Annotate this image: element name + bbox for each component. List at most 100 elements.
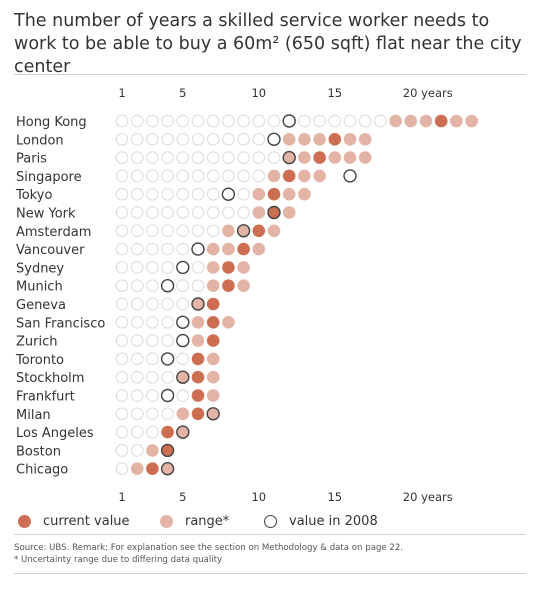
empty-dot (176, 132, 190, 146)
empty-dot (191, 187, 205, 201)
range-dot (176, 370, 190, 384)
empty-dot (222, 206, 235, 219)
legend-2008-swatch (264, 515, 277, 528)
empty-dot (130, 389, 144, 402)
empty-dot (298, 114, 311, 128)
city-label: Sydney (16, 261, 64, 276)
current-value-dot (313, 151, 326, 164)
city-label: Toronto (15, 353, 64, 368)
value-2008-ring (176, 260, 190, 275)
range-dot (267, 169, 281, 183)
range-dot (206, 261, 220, 274)
current-value-dot (237, 242, 250, 256)
current-value-dot (161, 444, 174, 457)
empty-dot (237, 206, 250, 219)
range-dot (206, 407, 220, 421)
city-label: Milan (16, 408, 51, 423)
empty-dot (161, 334, 174, 347)
range-dot (206, 279, 220, 293)
value-2008-ring (176, 333, 190, 348)
empty-dot (161, 407, 174, 421)
empty-dot (176, 297, 190, 311)
empty-dot (176, 187, 190, 201)
x-tick-label-bottom: 10 (251, 490, 266, 504)
range-dot (282, 187, 296, 201)
x-tick-label-bottom: 20 years (403, 490, 453, 504)
city-label: Paris (16, 152, 47, 167)
value-2008-ring (176, 370, 190, 384)
empty-dot (146, 206, 159, 219)
empty-dot (130, 370, 144, 384)
empty-dot (130, 132, 144, 146)
empty-dot (191, 261, 205, 274)
empty-dot (115, 370, 129, 384)
empty-dot (130, 114, 144, 128)
current-value-dot (206, 316, 220, 329)
range-dot (191, 334, 205, 347)
value-2008-ring (160, 352, 175, 366)
empty-dot (115, 297, 129, 311)
current-value-dot (191, 389, 205, 402)
empty-dot (115, 169, 129, 183)
empty-dot (313, 114, 326, 128)
range-dot (161, 462, 174, 476)
empty-dot (130, 187, 144, 201)
empty-dot (206, 187, 220, 201)
empty-dot (146, 151, 159, 164)
empty-dot (115, 315, 129, 329)
range-dot (267, 224, 281, 238)
range-dot (191, 297, 205, 311)
empty-dot (252, 169, 266, 183)
empty-dot (206, 206, 220, 219)
empty-dot (146, 169, 159, 183)
empty-dot (161, 261, 174, 274)
empty-dot (267, 114, 281, 128)
range-dot (313, 169, 326, 183)
x-tick-label-bottom: 5 (179, 490, 186, 504)
empty-dot (191, 279, 205, 293)
city-label: Munich (16, 280, 63, 295)
empty-dot (130, 242, 144, 256)
title-divider (14, 74, 526, 75)
empty-dot (130, 261, 144, 274)
empty-dot (191, 169, 205, 183)
empty-dot (115, 261, 129, 274)
empty-dot (252, 132, 266, 146)
empty-dot (130, 315, 144, 329)
range-dot (222, 316, 235, 329)
empty-dot (161, 297, 174, 311)
value-2008-ring (236, 224, 251, 238)
current-value-dot (191, 370, 205, 384)
empty-dot (130, 334, 144, 347)
empty-dot (374, 114, 387, 128)
empty-dot (146, 334, 159, 347)
legend-current-label: current value (43, 514, 130, 529)
empty-dot (161, 370, 174, 384)
empty-dot (176, 206, 190, 219)
empty-dot (115, 444, 129, 457)
city-label: Zurich (16, 335, 58, 350)
range-dot (222, 224, 235, 238)
empty-dot (146, 261, 159, 274)
value-2008-ring (282, 150, 296, 165)
x-tick-label-top: 15 (327, 86, 342, 100)
empty-dot (161, 169, 174, 183)
empty-dot (146, 352, 159, 366)
range-dot (389, 114, 402, 128)
empty-dot (146, 370, 159, 384)
range-dot (237, 279, 250, 293)
x-tick-label-top: 5 (179, 86, 186, 100)
city-label: Boston (16, 444, 61, 459)
empty-dot (206, 169, 220, 183)
range-dot (252, 206, 266, 219)
empty-dot (130, 425, 144, 439)
range-dot (465, 114, 478, 128)
empty-dot (237, 114, 250, 128)
empty-dot (237, 169, 250, 183)
bottom-divider (14, 573, 526, 574)
value-2008-ring (343, 169, 357, 183)
range-dot (206, 352, 220, 366)
range-dot (298, 151, 311, 164)
empty-dot (130, 169, 144, 183)
empty-dot (222, 114, 235, 128)
